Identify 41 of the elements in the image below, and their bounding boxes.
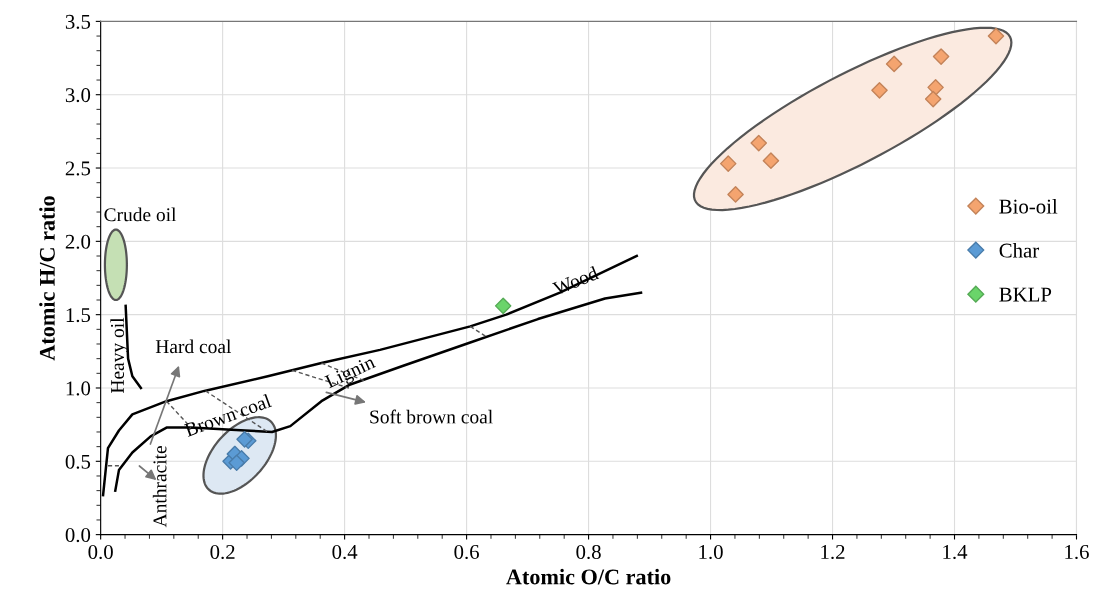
x-tick-label: 1.0	[699, 544, 723, 560]
y-axis-title: Atomic H/C ratio	[39, 196, 55, 361]
y-tick-label: 1.0	[66, 381, 91, 396]
point	[987, 27, 1005, 45]
point	[927, 79, 944, 96]
x-axis-title: Atomic O/C ratio	[506, 568, 671, 585]
annotation: Soft brown coal	[370, 409, 493, 424]
annotation: Heavy oil	[110, 317, 129, 394]
point	[762, 152, 780, 169]
x-tick-label: 0.0	[88, 544, 113, 560]
x-tick-label: 0.6	[454, 544, 479, 560]
point	[236, 431, 253, 448]
point	[924, 90, 942, 108]
point	[228, 454, 245, 472]
x-tick-label: 0.4	[332, 544, 358, 560]
annotation: Crude oil	[104, 207, 177, 222]
y-tick-label: 3.5	[65, 14, 91, 29]
x-tick-label: 1.2	[821, 545, 845, 560]
annotation: Lignin	[324, 355, 378, 393]
point	[727, 186, 744, 203]
legend-label: BKLP	[999, 287, 1052, 302]
annotation: Anthracite	[152, 446, 167, 528]
x-tick-label: 0.8	[576, 544, 601, 560]
y-tick-label: 1.5	[66, 308, 91, 323]
point	[932, 48, 950, 65]
point	[750, 134, 768, 152]
y-tick-label: 0.0	[65, 528, 91, 543]
annotation: Hard coal	[155, 339, 232, 354]
legend-label: Char	[999, 242, 1040, 258]
y-tick-label: 0.5	[65, 454, 91, 469]
y-tick-label: 2.0	[65, 234, 91, 249]
x-tick-label: 1.4	[943, 545, 968, 560]
point	[871, 82, 888, 99]
point	[494, 297, 512, 315]
x-tick-label: 1.6	[1065, 545, 1089, 560]
point	[719, 155, 737, 172]
legend-label: Bio-oil	[999, 198, 1058, 214]
x-tick-label: 0.2	[210, 544, 235, 560]
y-tick-label: 3.0	[65, 88, 91, 103]
point	[885, 55, 903, 73]
y-tick-label: 2.5	[65, 161, 91, 176]
